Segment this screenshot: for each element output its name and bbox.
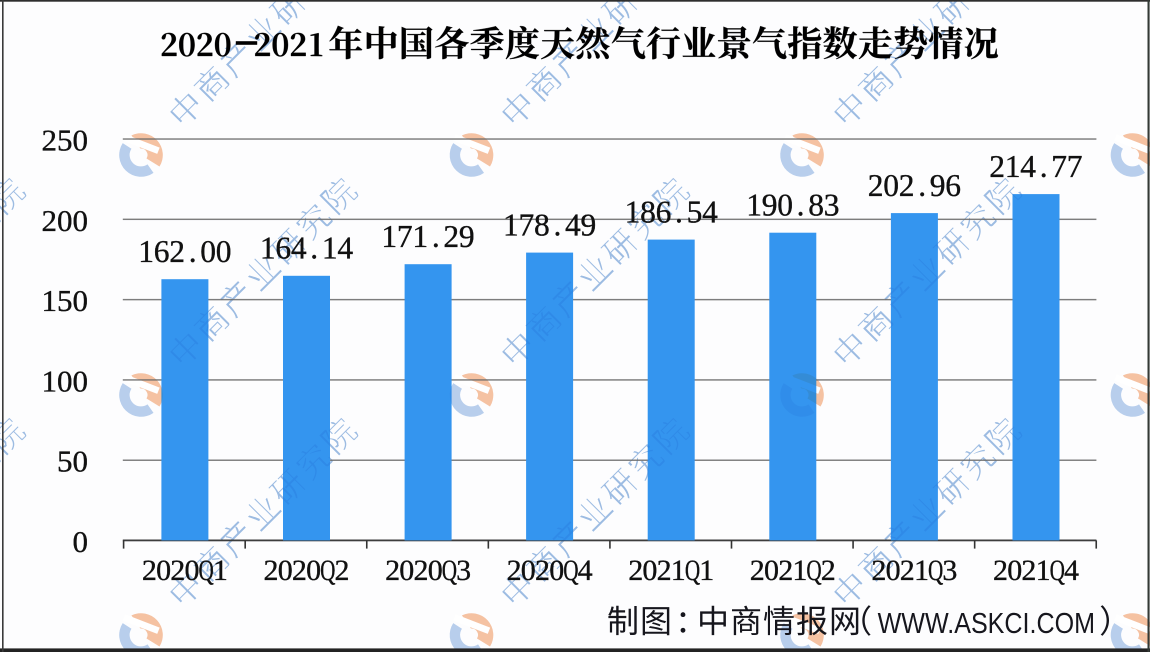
svg-text:214.77: 214.77 (989, 149, 1082, 184)
svg-text:202.96: 202.96 (868, 168, 961, 203)
svg-text:Q: Q (806, 554, 822, 587)
svg-text:Q: Q (563, 554, 579, 587)
svg-text:20213: 20213 (871, 554, 957, 587)
svg-text:20203: 20203 (385, 554, 471, 587)
svg-text:150: 150 (42, 283, 89, 318)
svg-text:186.54: 186.54 (625, 195, 719, 230)
svg-text:20214: 20214 (993, 554, 1079, 587)
svg-text:Q: Q (928, 554, 944, 587)
svg-text:20211: 20211 (628, 554, 714, 587)
svg-text:Q: Q (442, 554, 458, 587)
svg-text:171.29: 171.29 (381, 219, 474, 254)
svg-text:Q: Q (685, 554, 701, 587)
svg-text:190.83: 190.83 (746, 188, 839, 223)
svg-text:Q: Q (1050, 554, 1066, 587)
svg-text:WWW.ASKCI.COM: WWW.ASKCI.COM (878, 608, 1095, 640)
svg-text:0: 0 (73, 524, 89, 559)
svg-text:200: 200 (42, 203, 89, 238)
svg-text:100: 100 (42, 363, 89, 398)
svg-text:164.14: 164.14 (260, 231, 354, 266)
svg-text:178.49: 178.49 (503, 208, 596, 243)
svg-text:20212: 20212 (750, 554, 836, 587)
svg-text:250: 250 (42, 123, 89, 158)
svg-text:Q: Q (320, 554, 336, 587)
svg-text:50: 50 (57, 444, 88, 479)
svg-text:20202: 20202 (264, 554, 350, 587)
svg-text:162.00: 162.00 (138, 234, 231, 269)
